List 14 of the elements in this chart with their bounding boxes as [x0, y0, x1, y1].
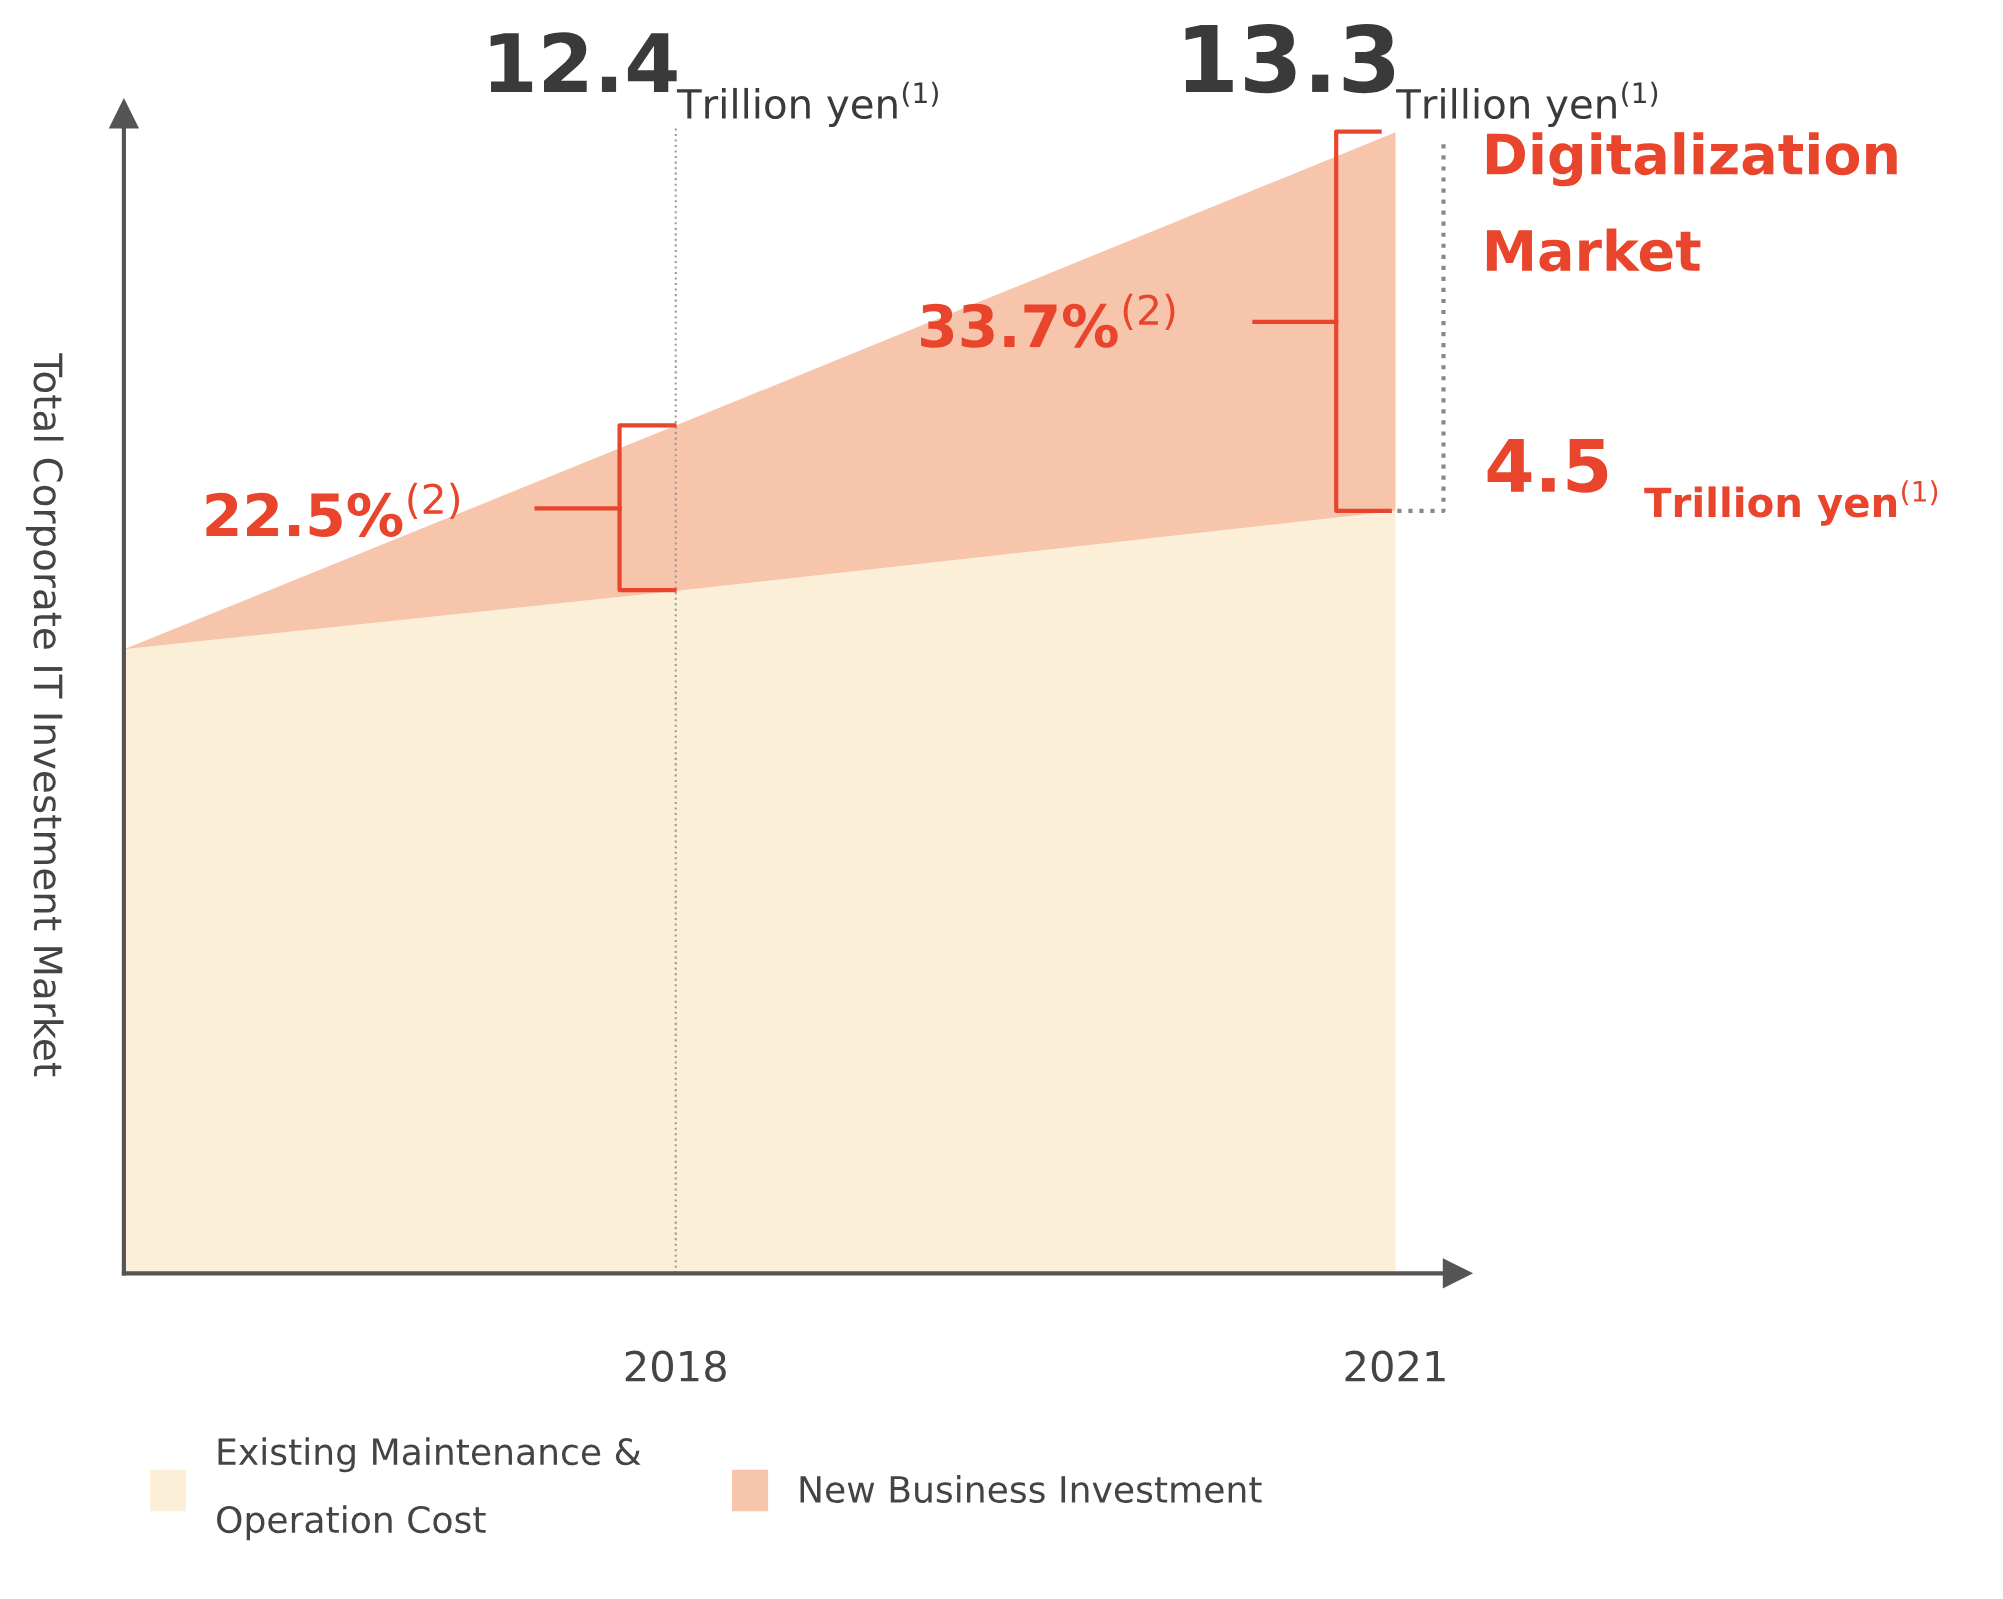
annotation: 33.7%$^{(2)}$: [921, 293, 1175, 348]
text: Trillion yen$^{(1)}$: [1644, 480, 1938, 526]
x-tick-label: 2021: [1345, 1350, 1445, 1382]
x-tick-label: 2018: [625, 1350, 726, 1382]
legend-label: New Business Investment: [800, 1475, 1262, 1504]
text: Trillion yen$^{(1)}$: [676, 81, 938, 127]
legend-label: Existing Maintenance & Operation Cost: [217, 1437, 641, 1541]
text: Digitalization Market: [1486, 132, 1897, 272]
text: Trillion yen$^{(1)}$: [1396, 81, 1658, 127]
annotation: 22.5%$^{(2)}$: [206, 482, 460, 537]
text: 12.4: [490, 32, 677, 92]
text: 13.3: [1185, 23, 1395, 94]
y-axis-title: Total Corporate IT Investment Market: [25, 353, 64, 1077]
text: 4.5: [1487, 439, 1608, 493]
